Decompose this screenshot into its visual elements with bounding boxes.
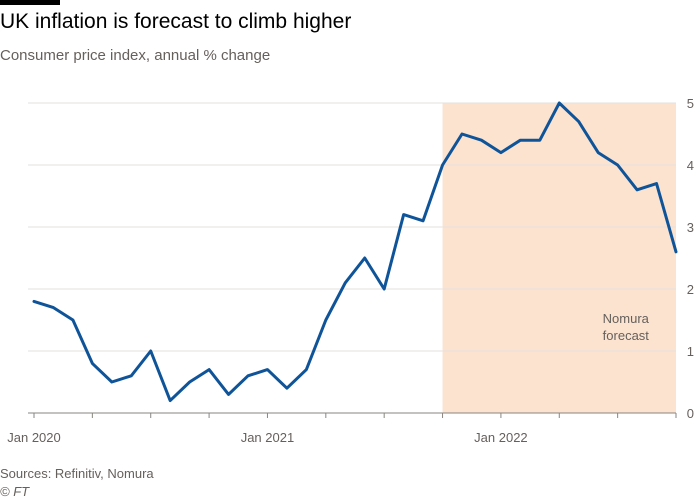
y-tick-label-0: 0	[687, 406, 694, 421]
forecast-annotation-line: forecast	[603, 328, 650, 343]
forecast-region	[442, 103, 676, 413]
y-tick-label-2: 2	[687, 282, 694, 297]
forecast-annotation-line: Nomura	[603, 311, 650, 326]
source-note: Sources: Refinitiv, Nomura	[0, 466, 154, 481]
x-tick-label: Jan 2021	[241, 430, 295, 445]
x-tick-label: Jan 2022	[474, 430, 528, 445]
ft-credit: © FT	[0, 484, 30, 499]
y-tick-label-5: 5	[687, 96, 694, 111]
x-tick-label: Jan 2020	[7, 430, 61, 445]
line-chart: Nomura forecast 0 1 2 3 4 5 Jan 2020 Jan 2021 Jan…	[7, 96, 694, 445]
cpi-series-line	[32, 101, 678, 403]
ft-brand-bar	[0, 0, 60, 5]
chart-title: UK inflation is forecast to climb higher	[0, 10, 352, 33]
y-tick-label-4: 4	[687, 158, 694, 173]
chart-subtitle: Consumer price index, annual % change	[0, 47, 271, 64]
y-tick-label-1: 1	[687, 344, 694, 359]
y-tick-label-3: 3	[687, 220, 694, 235]
